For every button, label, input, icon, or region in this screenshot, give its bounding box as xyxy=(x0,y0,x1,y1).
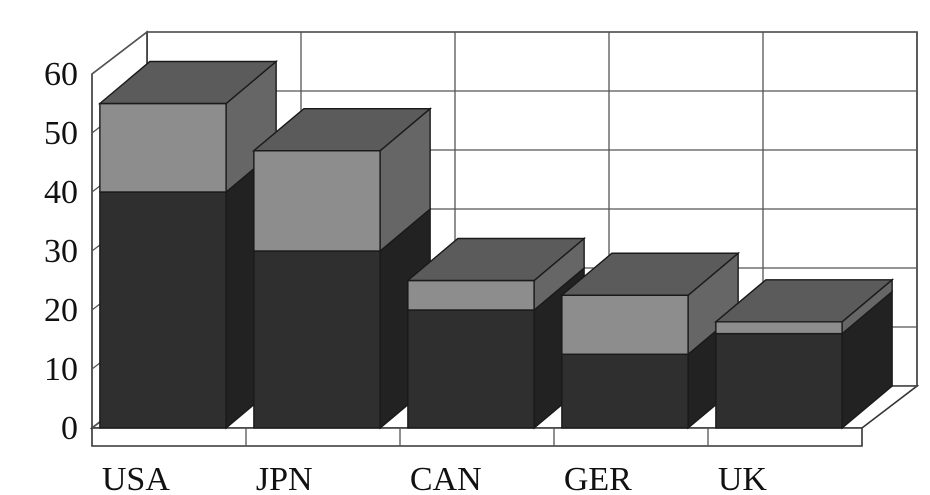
y-tick-label-50: 50 xyxy=(44,115,78,152)
bar-UK-series-0 xyxy=(715,332,843,429)
bar-group-USA xyxy=(97,59,279,430)
bar-USA-series-1 xyxy=(99,102,227,193)
y-tick-label-30: 30 xyxy=(44,233,78,270)
floor-front-edge xyxy=(91,427,863,447)
y-tick-label-10: 10 xyxy=(44,351,78,388)
bar-CAN-series-1 xyxy=(407,279,535,311)
x-tick-label-GER: GER xyxy=(564,461,632,495)
bar-USA-series-0 xyxy=(99,191,227,429)
y-tick-label-0: 0 xyxy=(61,410,78,447)
bars xyxy=(97,59,895,430)
x-tick-label-CAN: CAN xyxy=(410,461,482,495)
x-axis-labels: USA JPN CAN GER UK xyxy=(102,461,768,495)
y-tick-label-20: 20 xyxy=(44,292,78,329)
bar-UK-series-1 xyxy=(715,321,843,335)
bar-GER-series-1 xyxy=(561,294,689,355)
bar-top-GER xyxy=(559,252,741,296)
x-tick-label-USA: USA xyxy=(102,461,170,495)
bar-GER-series-0 xyxy=(561,353,689,429)
bar-group-GER xyxy=(559,251,741,430)
x-tick-label-JPN: JPN xyxy=(256,461,313,495)
bar-group-CAN xyxy=(405,236,587,430)
y-axis-ticks: 0 10 20 30 40 50 60 xyxy=(44,56,78,447)
bar-CAN-series-0 xyxy=(407,309,535,429)
bar-top-UK xyxy=(713,279,895,323)
gridline-6 xyxy=(91,31,917,75)
y-tick-label-60: 60 xyxy=(44,56,78,93)
bar-top-USA xyxy=(97,60,279,105)
bar-top-JPN xyxy=(251,107,433,152)
bar-group-JPN xyxy=(251,107,433,430)
x-tick-label-UK: UK xyxy=(718,461,768,495)
bar-top-CAN xyxy=(405,237,587,282)
bar-JPN-series-0 xyxy=(253,250,381,429)
bar-group-UK xyxy=(713,278,895,430)
y-tick-label-40: 40 xyxy=(44,174,78,211)
bar-JPN-series-1 xyxy=(253,149,381,252)
